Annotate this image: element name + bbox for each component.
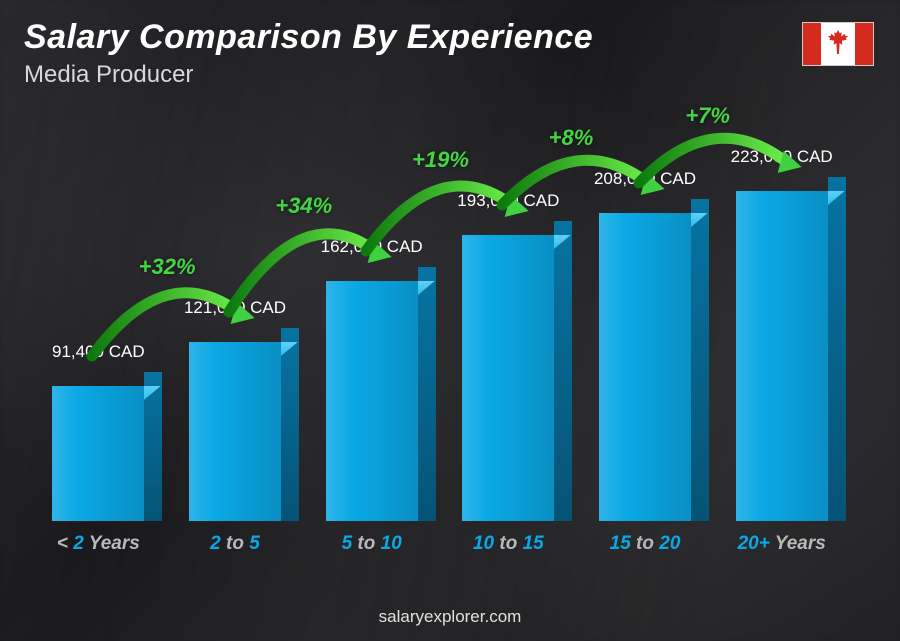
category-number: 10 — [473, 533, 494, 554]
bar-value-label: 162,000 CAD — [302, 237, 442, 257]
category-number: 10 — [381, 533, 402, 554]
bar-front-face — [52, 386, 144, 521]
percent-increase-label: +8% — [549, 125, 594, 151]
flag-left-bar — [803, 23, 821, 65]
bar-3d — [189, 342, 281, 521]
bar-value-label: 193,000 CAD — [438, 191, 578, 211]
category-text: Years — [770, 533, 826, 554]
bar-column: 91,400 CAD< 2 Years — [30, 386, 167, 521]
category-number: 15 — [610, 533, 631, 554]
canada-flag-icon — [802, 22, 874, 66]
chart-subtitle: Media Producer — [24, 61, 593, 89]
bar-category-label: < 2 Years — [57, 533, 140, 555]
chart-area: 91,400 CAD< 2 Years121,000 CAD2 to 5162,… — [30, 120, 850, 561]
header: Salary Comparison By Experience Media Pr… — [24, 18, 593, 89]
bar-side-face — [554, 221, 572, 521]
bar-front-face — [599, 213, 691, 521]
bar-category-label: 15 to 20 — [610, 533, 681, 555]
flag-center — [821, 23, 855, 65]
bar-column: 208,000 CAD15 to 20 — [577, 213, 714, 521]
infographic-container: Salary Comparison By Experience Media Pr… — [0, 0, 900, 641]
maple-leaf-icon — [827, 30, 849, 59]
bar-category-label: 10 to 15 — [473, 533, 544, 555]
flag-right-bar — [855, 23, 873, 65]
bar-column: 121,000 CAD2 to 5 — [167, 342, 304, 521]
bar-value-label: 223,000 CAD — [712, 147, 852, 167]
bar-column: 223,000 CAD20+ Years — [713, 191, 850, 521]
category-number: 5 — [249, 533, 260, 554]
category-text: Years — [84, 533, 140, 554]
category-number: 20 — [659, 533, 680, 554]
bar-category-label: 20+ Years — [738, 533, 826, 555]
bar-category-label: 5 to 10 — [342, 533, 402, 555]
bar-side-face — [691, 199, 709, 521]
bar-category-label: 2 to 5 — [210, 533, 260, 555]
bar-front-face — [462, 235, 554, 521]
percent-increase-label: +7% — [685, 103, 730, 129]
bar-3d — [326, 281, 418, 521]
bar-side-face — [281, 328, 299, 521]
category-number: 5 — [342, 533, 353, 554]
bar-value-label: 91,400 CAD — [28, 342, 168, 362]
category-number: 2 — [210, 533, 221, 554]
bar-front-face — [736, 191, 828, 521]
bar-column: 193,000 CAD10 to 15 — [440, 235, 577, 521]
bar-side-face — [418, 267, 436, 521]
category-text: to — [631, 533, 660, 554]
category-text: to — [221, 533, 250, 554]
chart-title: Salary Comparison By Experience — [24, 18, 593, 57]
bars-row: 91,400 CAD< 2 Years121,000 CAD2 to 5162,… — [30, 141, 850, 521]
bar-front-face — [189, 342, 281, 521]
percent-increase-label: +34% — [275, 193, 332, 219]
bar-side-face — [828, 177, 846, 521]
footer-attribution: salaryexplorer.com — [0, 607, 900, 627]
percent-increase-label: +19% — [412, 147, 469, 173]
category-text: to — [352, 533, 381, 554]
bar-column: 162,000 CAD5 to 10 — [303, 281, 440, 521]
bar-3d — [736, 191, 828, 521]
bar-3d — [462, 235, 554, 521]
category-text: to — [494, 533, 523, 554]
category-number: 20+ — [738, 533, 770, 554]
bar-value-label: 208,000 CAD — [575, 169, 715, 189]
bar-3d — [52, 386, 144, 521]
bar-front-face — [326, 281, 418, 521]
bar-value-label: 121,000 CAD — [165, 298, 305, 318]
category-number: 2 — [73, 533, 84, 554]
percent-increase-label: +32% — [139, 254, 196, 280]
bar-3d — [599, 213, 691, 521]
category-text: < — [57, 533, 73, 554]
category-number: 15 — [523, 533, 544, 554]
